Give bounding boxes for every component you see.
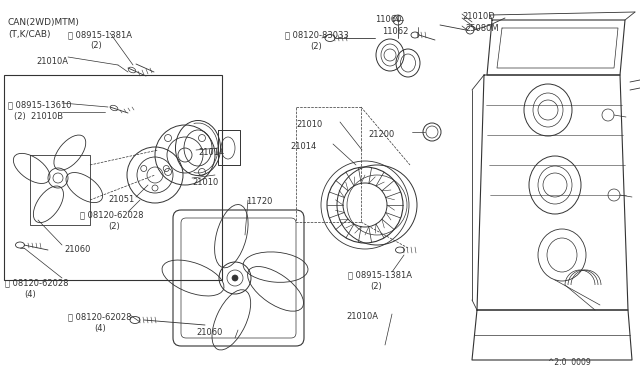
Text: Ⓑ 08120-62028: Ⓑ 08120-62028 [80,210,143,219]
Text: (4): (4) [94,324,106,333]
Text: 21010D: 21010D [462,12,495,21]
Text: ⓘ 08915-13610: ⓘ 08915-13610 [8,100,72,109]
Text: (2): (2) [90,41,102,50]
Text: 11720: 11720 [246,197,273,206]
Text: (2): (2) [108,222,120,231]
Circle shape [232,275,238,281]
Text: 21010A: 21010A [346,312,378,321]
Text: 11060: 11060 [375,15,401,24]
Text: Ⓑ 08120-83033: Ⓑ 08120-83033 [285,30,349,39]
Text: ^2:0  0009: ^2:0 0009 [548,358,591,367]
Text: 11062: 11062 [382,27,408,36]
Bar [296,107,361,222]
Text: (2)  21010B: (2) 21010B [14,112,63,121]
Text: (2): (2) [310,42,322,51]
Text: ⓘ 08915-1381A: ⓘ 08915-1381A [68,30,132,39]
Text: 21010: 21010 [192,178,218,187]
Text: 21051: 21051 [108,195,134,204]
Text: (4): (4) [24,290,36,299]
Text: 21010A: 21010A [36,57,68,66]
Text: 21060: 21060 [64,245,90,254]
Bar [4,75,222,280]
Text: Ⓑ 08120-62028: Ⓑ 08120-62028 [68,312,131,321]
Text: 21014: 21014 [198,148,224,157]
Text: 21010: 21010 [296,120,323,129]
Text: 21014: 21014 [290,142,316,151]
Text: 21200: 21200 [368,130,394,139]
Text: (2): (2) [370,282,381,291]
Text: Ⓑ 08120-62028: Ⓑ 08120-62028 [5,278,68,287]
Text: ⓘ 08915-1381A: ⓘ 08915-1381A [348,270,412,279]
Text: (T,K/CAB): (T,K/CAB) [8,30,51,39]
Text: 25080M: 25080M [465,24,499,33]
Text: 21060: 21060 [196,328,222,337]
Text: CAN(2WD)MTM): CAN(2WD)MTM) [8,18,80,27]
